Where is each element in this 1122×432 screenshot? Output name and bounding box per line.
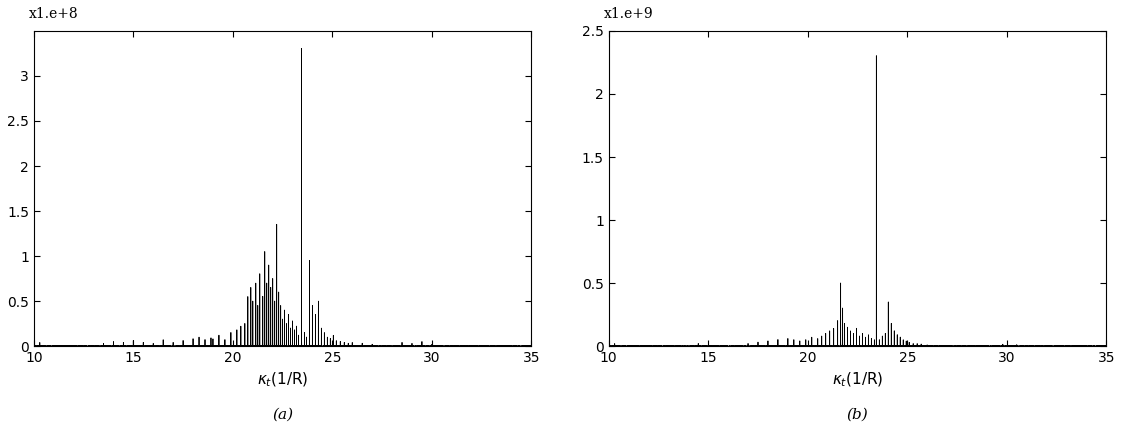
X-axis label: $\kappa_t$(1/R): $\kappa_t$(1/R) [831,371,883,389]
Text: (a): (a) [272,408,293,422]
Text: (b): (b) [847,408,868,422]
Text: x1.e+8: x1.e+8 [29,7,79,22]
Text: x1.e+9: x1.e+9 [604,7,653,22]
X-axis label: $\kappa_t$(1/R): $\kappa_t$(1/R) [257,371,309,389]
